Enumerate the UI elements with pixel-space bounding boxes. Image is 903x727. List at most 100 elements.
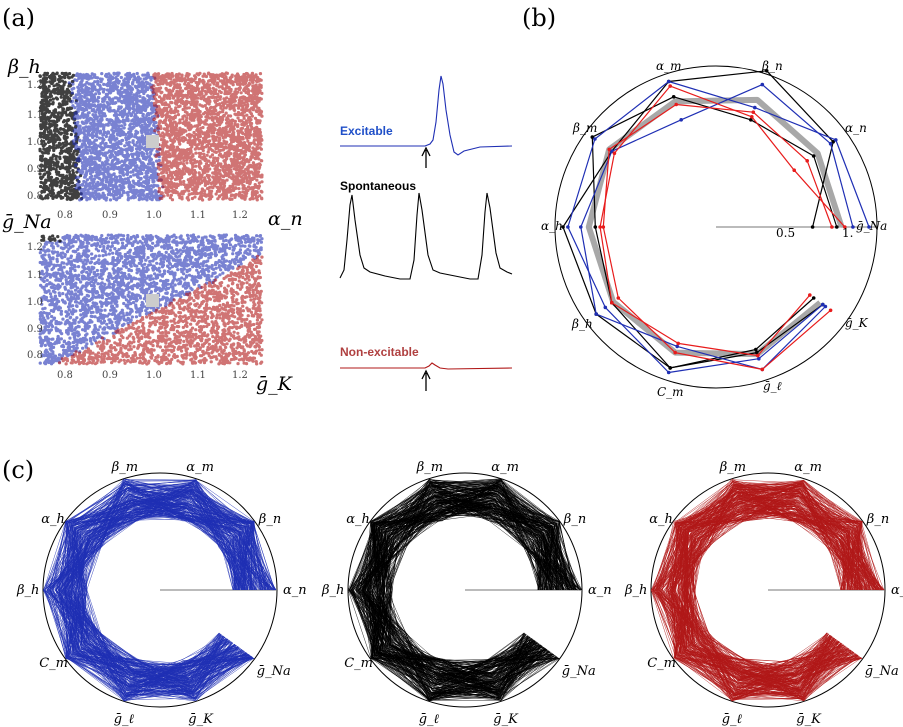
radar-b-point bbox=[828, 308, 833, 313]
xtick: 0.9 bbox=[102, 210, 118, 221]
panel-label-c: (c) bbox=[2, 456, 34, 484]
scatter-bottom-xlabel: ḡ_K bbox=[256, 373, 294, 395]
radar-b-label-gNa: ḡ_Na bbox=[856, 219, 887, 233]
trace-label-spontaneous: Spontaneous bbox=[340, 179, 416, 193]
panel-label-a: (a) bbox=[2, 4, 35, 32]
radar-b-point bbox=[843, 225, 847, 229]
radar-c-axis-label: C_m bbox=[344, 656, 373, 671]
radar-b-point bbox=[666, 370, 671, 375]
radar-b-point bbox=[673, 350, 677, 355]
radar-b-point bbox=[764, 69, 769, 73]
radar-b-point bbox=[671, 95, 676, 99]
scatter-bottom-points bbox=[38, 233, 264, 366]
xtick: 1.2 bbox=[232, 210, 248, 221]
radar-b-point bbox=[679, 118, 683, 122]
radar-c-axis-label: α_n bbox=[283, 583, 307, 598]
radar-c-axis-label: ḡ_K bbox=[493, 712, 519, 727]
trace-label-nonexcitable: Non-excitable bbox=[340, 345, 419, 359]
radar-b-point bbox=[831, 140, 835, 144]
radar-b-series-line bbox=[567, 80, 870, 374]
radar-chart-b: 0.5 1. ḡ_Na α_n β_n α_m β_m α_h β_h C_m … bbox=[541, 59, 887, 399]
radar-b-point bbox=[760, 367, 765, 372]
radar-b-point bbox=[851, 225, 855, 229]
xtick: 1.0 bbox=[146, 210, 162, 221]
radar-b-point bbox=[590, 135, 595, 139]
radar-b-series-line bbox=[580, 84, 854, 370]
radar-c-axis-label: C_m bbox=[647, 656, 676, 671]
radar-b-point bbox=[607, 147, 611, 152]
radar-b-series-line bbox=[602, 103, 833, 370]
radar-b-point bbox=[579, 225, 583, 229]
radar-c-axis-label: α_h bbox=[41, 512, 65, 527]
xtick: 1.1 bbox=[190, 210, 206, 221]
radar-c-axis-label: ḡ_ℓ bbox=[722, 712, 743, 727]
radar-c-axis-label: α_h bbox=[649, 512, 673, 527]
reference-square bbox=[146, 294, 159, 307]
radar-b-point bbox=[821, 302, 825, 307]
ytick: 0.8 bbox=[27, 350, 43, 361]
radar-b-point bbox=[753, 105, 757, 110]
radar-c-axis-label: α_n bbox=[588, 583, 612, 598]
xtick: 0.9 bbox=[102, 370, 118, 381]
ytick: 1.2 bbox=[27, 80, 43, 91]
radar-b-point bbox=[593, 137, 597, 141]
points-spontaneous bbox=[38, 71, 84, 202]
ytick: 1.1 bbox=[27, 110, 43, 121]
radar-c-axis-label: β_h bbox=[321, 583, 344, 598]
radar-c-axis-label: α_m bbox=[186, 460, 214, 475]
xtick: 0.8 bbox=[57, 210, 73, 221]
ytick: 1.1 bbox=[27, 270, 43, 281]
radar-b-point bbox=[755, 350, 759, 355]
radar-b-point bbox=[610, 149, 614, 154]
radar-b-point bbox=[561, 225, 565, 229]
radar-b-point bbox=[674, 102, 678, 107]
radar-chart-c-spontaneous: α_n β_n α_m β_m α_h β_h C_m ḡ_ℓ ḡ_K ḡ_Na bbox=[321, 460, 612, 727]
radar-b-point bbox=[828, 141, 833, 146]
radar-c-axis-label: α_h bbox=[346, 512, 370, 527]
radar-c-axis-label: β_h bbox=[16, 583, 39, 598]
radar-b-point bbox=[601, 225, 606, 229]
radar-c-axis-label: β_m bbox=[719, 460, 746, 475]
radar-b-point bbox=[612, 151, 617, 155]
radar-b-point bbox=[823, 304, 828, 309]
trace-excitable bbox=[340, 75, 513, 156]
ytick: 1.0 bbox=[27, 137, 43, 148]
radar-b-point bbox=[750, 115, 754, 119]
radar-c-axis-label: β_h bbox=[624, 583, 647, 598]
radar-b-point bbox=[867, 225, 871, 229]
radar-c-axis-label: α_n bbox=[891, 583, 903, 598]
radar-b-label-beta-h: β_h bbox=[571, 317, 593, 331]
trace-nonexcitable bbox=[340, 362, 513, 370]
radar-c-bundle bbox=[650, 478, 885, 702]
scatter-top-xlabel: α_n bbox=[268, 208, 303, 230]
radar-b-label-gl: ḡ_ℓ bbox=[763, 379, 782, 393]
radar-b-point bbox=[598, 225, 602, 229]
panel-label-b: (b) bbox=[522, 4, 556, 32]
radar-b-point bbox=[834, 138, 838, 142]
radar-b-point bbox=[616, 296, 621, 300]
reference-square bbox=[146, 135, 159, 148]
radar-b-label-alpha-h: α_h bbox=[541, 219, 563, 233]
radar-b-point bbox=[666, 79, 671, 84]
radar-b-axis-labels: ḡ_Na α_n β_n α_m β_m α_h β_h C_m ḡ_ℓ ḡ_K bbox=[541, 59, 887, 399]
radar-b-point bbox=[610, 300, 614, 305]
radar-chart-c-excitable: α_n β_n α_m β_m α_h β_h C_m ḡ_ℓ ḡ_K ḡ_Na bbox=[16, 460, 307, 727]
radar-b-point bbox=[811, 154, 816, 158]
radar-c-axis-label: β_n bbox=[563, 512, 586, 527]
radar-b-point bbox=[805, 159, 809, 163]
ytick: 0.8 bbox=[27, 191, 43, 202]
radar-b-point bbox=[810, 225, 815, 229]
radar-b-point bbox=[835, 225, 839, 229]
trace-spontaneous bbox=[339, 192, 513, 280]
points-spontaneous bbox=[40, 234, 62, 243]
scatter-plot-top: β_h α_n 1.2 1.1 1.0 0.9 0.8 0.8 0.9 1.0 … bbox=[7, 56, 303, 230]
radar-c-axis-label: ḡ_Na bbox=[865, 664, 899, 679]
points-excitable bbox=[38, 233, 264, 366]
radar-b-label-gK: ḡ_K bbox=[845, 316, 869, 330]
radar-b-series-line bbox=[599, 85, 846, 357]
radar-b-point bbox=[593, 225, 598, 229]
radar-b-point bbox=[566, 225, 570, 229]
radar-b-tick-0.5: 0.5 bbox=[776, 226, 795, 240]
radar-c-axis-label: β_m bbox=[416, 460, 443, 475]
